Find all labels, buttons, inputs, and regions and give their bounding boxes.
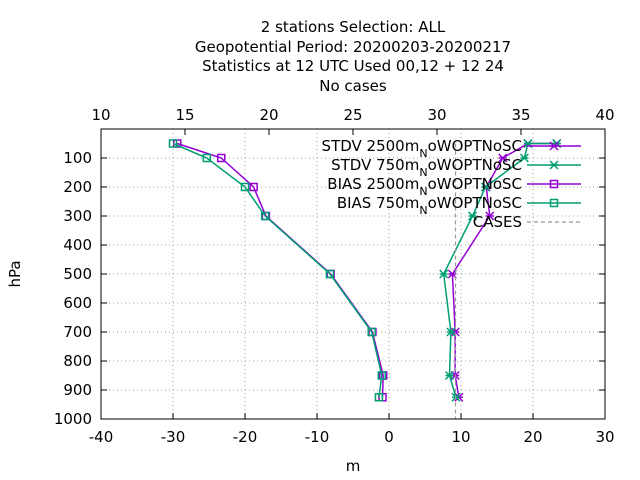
series-stdv-750m	[439, 138, 562, 402]
cross-marker	[467, 211, 478, 221]
legend-item: STDV 2500mNoWOPTNoSC	[322, 137, 581, 160]
title-line-1: 2 stations Selection: ALL	[261, 18, 446, 36]
series-line	[172, 142, 383, 398]
square-marker	[249, 182, 258, 192]
x2-tick-label: 35	[511, 106, 530, 124]
cross-marker	[439, 269, 449, 279]
x-tick-label: 30	[595, 428, 614, 446]
legend-label-name: BIAS 2500m	[327, 175, 419, 193]
legend-label: STDV 2500mNoWOPTNoSC	[322, 137, 522, 160]
square-marker	[549, 198, 559, 208]
x-tick-label: 0	[384, 428, 394, 446]
legend-item: CASES	[473, 213, 581, 231]
legend-label-name: CASES	[473, 213, 522, 231]
square-marker	[216, 153, 226, 163]
square-marker	[377, 371, 387, 380]
legend-item: BIAS 750mNoWOPTNoSC	[337, 194, 581, 217]
y-tick-label: 100	[63, 149, 92, 167]
legend-label-rest: oWOPTNoSC	[428, 137, 522, 155]
legend-label-name: BIAS 750m	[337, 194, 420, 212]
legend-label-subscript: N	[419, 147, 427, 160]
x2-tick-label: 40	[595, 106, 614, 124]
legend-label: CASES	[473, 213, 522, 231]
legend-label-subscript: N	[419, 185, 427, 198]
x-tick-label: -30	[161, 428, 186, 446]
legend-label-subscript: N	[419, 166, 427, 179]
legend-item: STDV 750mNoWOPTNoSC	[331, 156, 581, 179]
cross-marker	[498, 153, 508, 163]
cross-marker	[444, 370, 455, 381]
y-tick-label: 900	[63, 381, 92, 399]
chart-title: 2 stations Selection: ALL Geopotential P…	[195, 18, 511, 95]
cross-marker	[519, 153, 529, 163]
legend-label: BIAS 750mNoWOPTNoSC	[337, 194, 522, 217]
x2-tick-label: 20	[259, 106, 278, 124]
square-marker	[374, 393, 384, 402]
x-tick-label: -20	[233, 428, 258, 446]
series-bias-750m	[168, 139, 387, 402]
x-tick-label: -40	[89, 428, 114, 446]
legend-label: BIAS 2500mNoWOPTNoSC	[327, 175, 522, 198]
y-tick-label: 500	[63, 265, 92, 283]
square-marker	[549, 179, 559, 189]
y-tick-label: 1000	[54, 410, 92, 428]
grid	[101, 129, 605, 419]
legend-label-subscript: N	[419, 204, 427, 217]
square-marker	[260, 211, 270, 221]
cross-marker	[549, 141, 559, 151]
legend-item: BIAS 2500mNoWOPTNoSC	[327, 175, 581, 198]
legend-label-rest: oWOPTNoSC	[428, 156, 522, 174]
legend-label-rest: oWOPTNoSC	[428, 175, 522, 193]
x-axis-label: m	[346, 457, 361, 475]
x2-tick-label: 10	[91, 106, 110, 124]
y-tick-label: 300	[63, 207, 92, 225]
x-tick-label: 10	[451, 428, 470, 446]
plot-area	[168, 138, 562, 419]
y-tick-label: 700	[63, 323, 92, 341]
title-line-4: No cases	[319, 77, 387, 95]
legend-label-name: STDV 2500m	[322, 137, 420, 155]
y-axis-label: hPa	[6, 260, 24, 287]
y-tick-label: 600	[63, 294, 92, 312]
y-tick-label: 400	[63, 236, 92, 254]
cross-marker	[446, 327, 456, 337]
legend-label-rest: oWOPTNoSC	[428, 194, 522, 212]
x-tick-label: 20	[523, 428, 542, 446]
title-line-3: Statistics at 12 UTC Used 00,12 + 12 24	[202, 57, 504, 75]
cross-marker	[480, 182, 491, 192]
x2-tick-label: 15	[175, 106, 194, 124]
legend-label: STDV 750mNoWOPTNoSC	[331, 156, 522, 179]
x-tick-label: -10	[305, 428, 330, 446]
y-tick-label: 200	[63, 178, 92, 196]
cross-marker	[485, 211, 495, 221]
square-marker	[367, 327, 376, 337]
square-marker	[240, 182, 250, 192]
axes: -40 -30 -20 -10 0 10 20 30 10 15 20 25 30 35 40 100 200 3…	[54, 106, 615, 446]
cross-marker	[549, 160, 559, 170]
square-marker	[168, 139, 178, 148]
square-marker	[202, 153, 212, 163]
x2-tick-label: 25	[343, 106, 362, 124]
y-tick-label: 800	[63, 352, 92, 370]
legend-label-name: STDV 750m	[331, 156, 419, 174]
square-marker	[325, 269, 335, 279]
title-line-2: Geopotential Period: 20200203-20200217	[195, 38, 511, 56]
x2-tick-label: 30	[427, 106, 446, 124]
